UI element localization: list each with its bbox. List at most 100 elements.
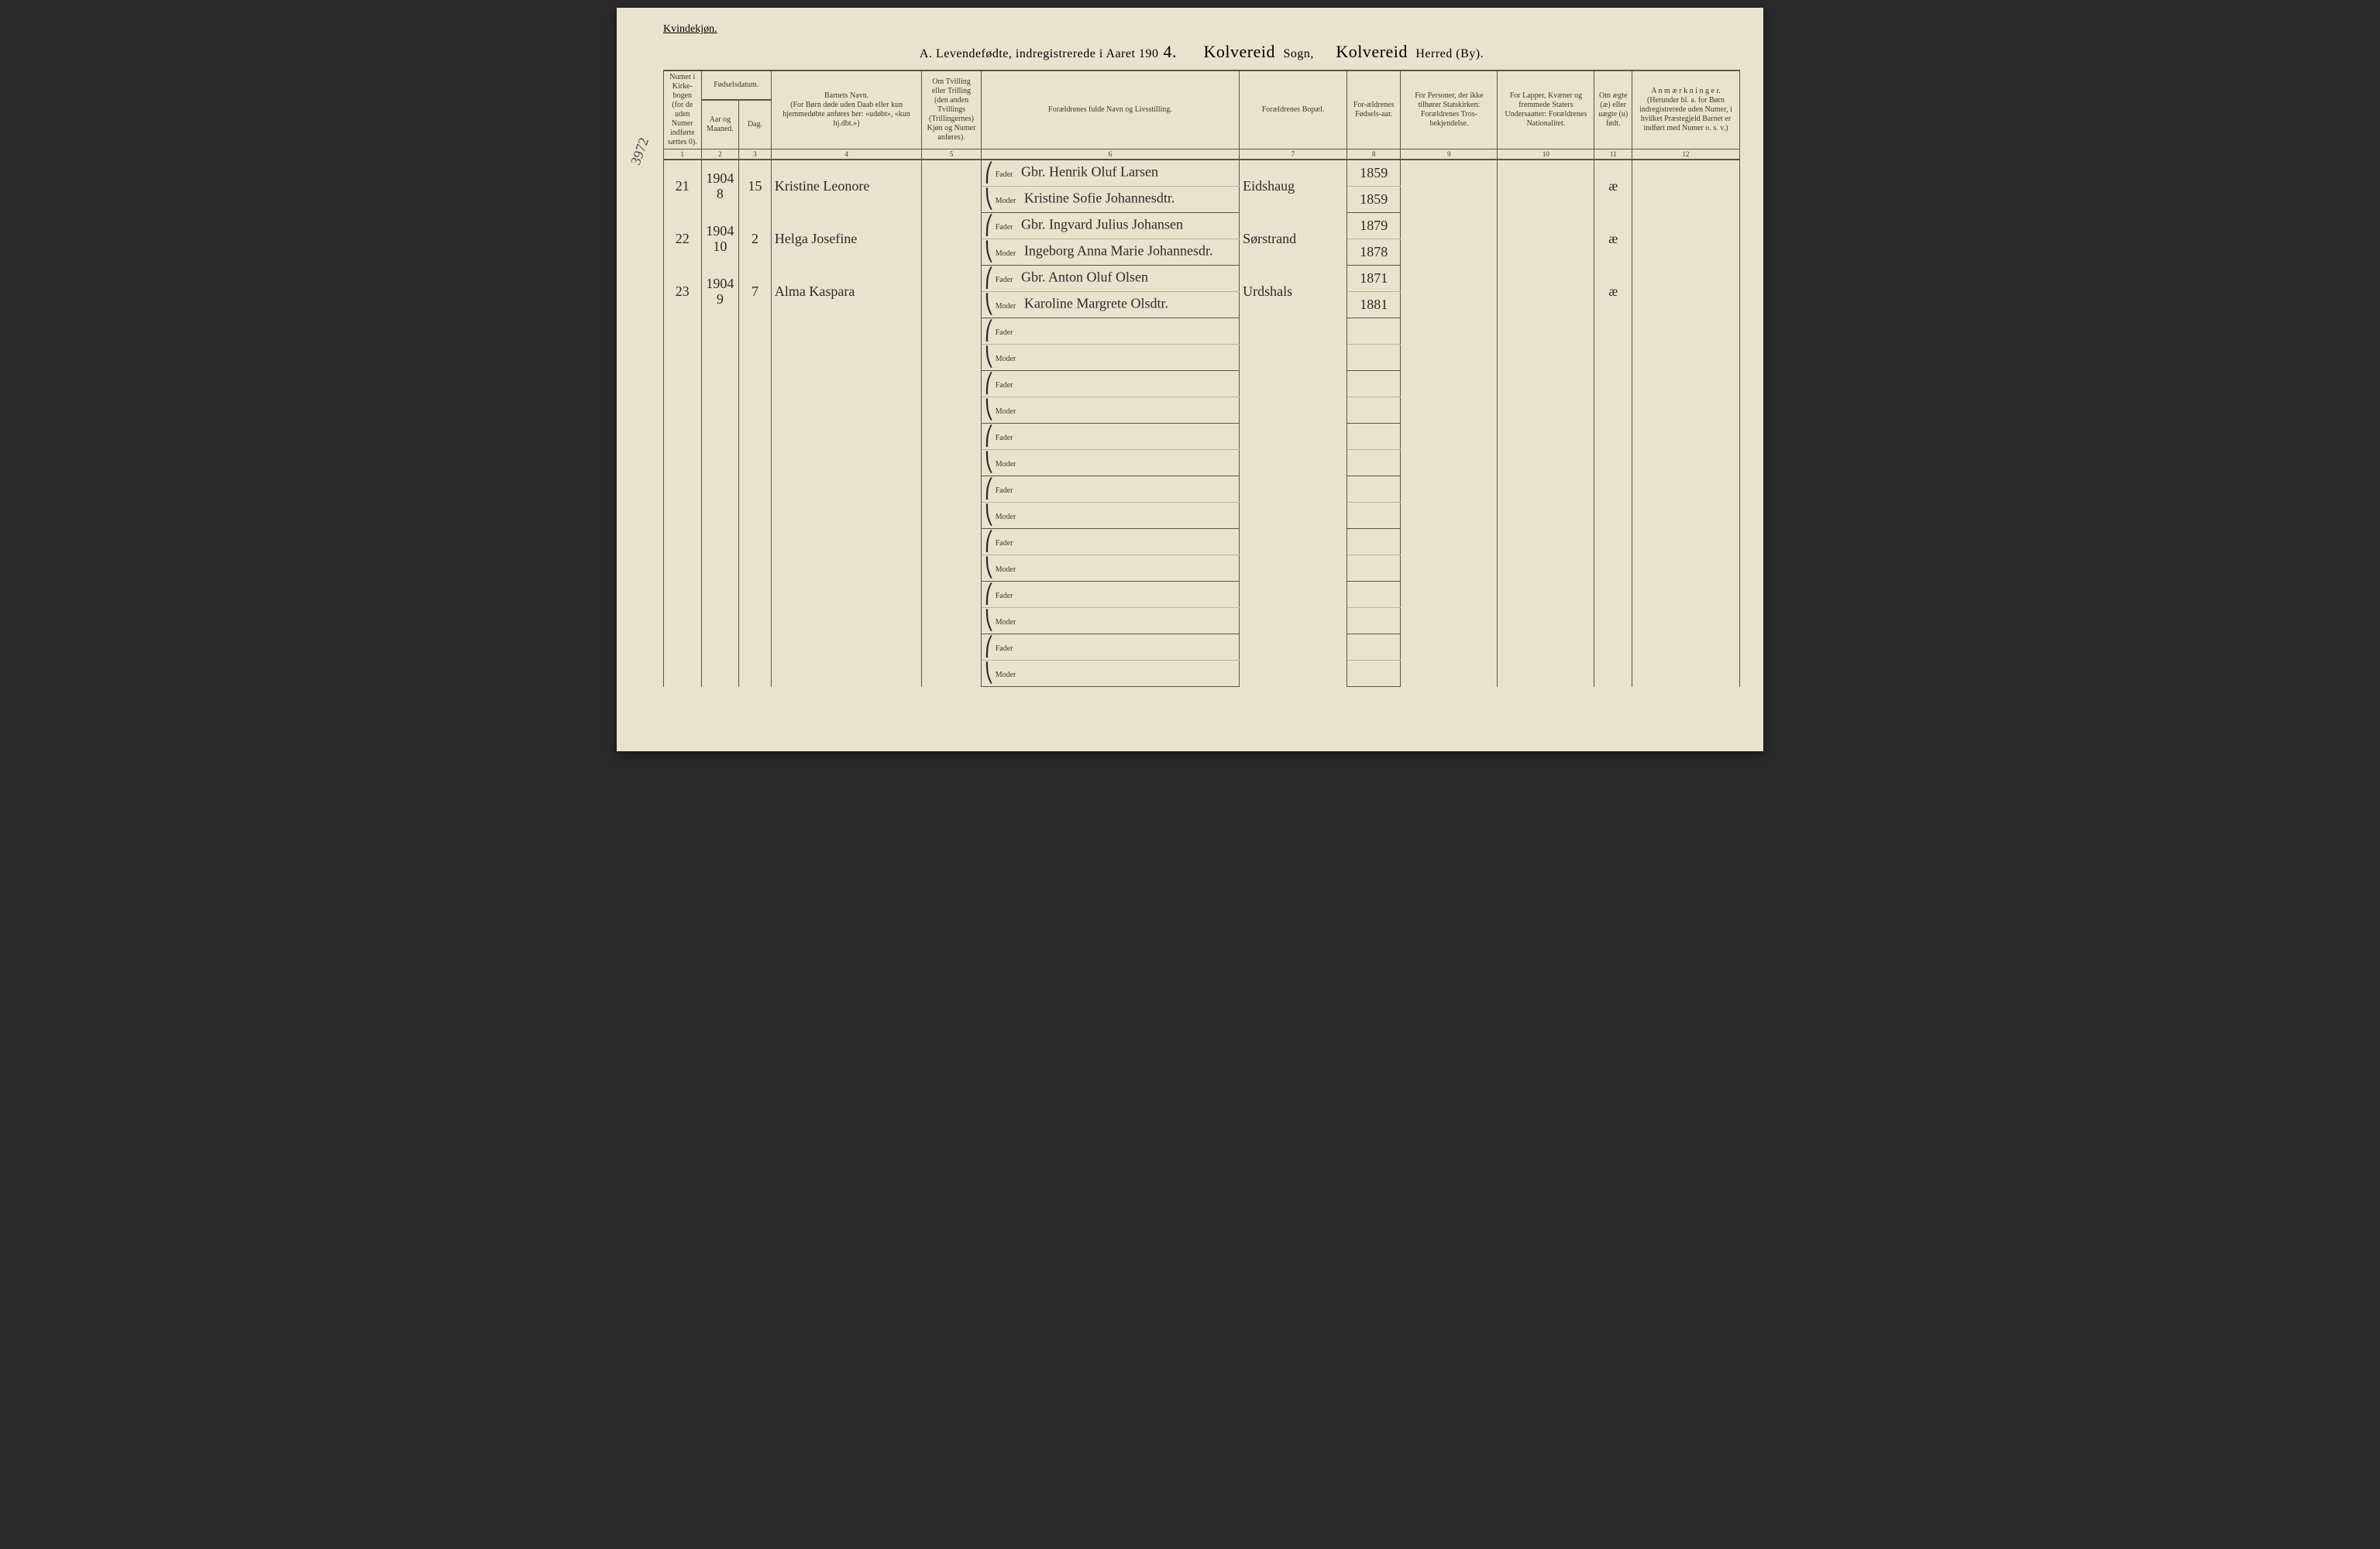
table-body: 211904 815Kristine Leonore⎛Fader Gbr. He… — [664, 160, 1740, 687]
entry-faith — [1401, 634, 1498, 687]
entry-mother: ⎝Moder Kristine Sofie Johannesdtr. — [981, 187, 1239, 213]
table-row: ⎛Fader — [664, 529, 1740, 555]
entry-father: ⎛Fader — [981, 529, 1239, 555]
entry-day — [739, 476, 772, 529]
entry-twin — [922, 582, 981, 634]
entry-child-name: Alma Kaspara — [771, 266, 921, 318]
entry-legitimacy — [1594, 582, 1632, 634]
page-title: A. Levendefødte, indregistrerede i Aaret… — [663, 42, 1740, 62]
entry-residence: Urdshals — [1240, 266, 1347, 318]
entry-mother: ⎝Moder — [981, 661, 1239, 687]
entry-mother: ⎝Moder — [981, 608, 1239, 634]
entry-nationality — [1498, 318, 1594, 371]
entry-day — [739, 529, 772, 582]
column-number: 1 — [664, 149, 702, 160]
entry-mother-year: 1881 — [1346, 292, 1400, 318]
table-row: ⎛Fader — [664, 582, 1740, 608]
entry-mother-year: 1878 — [1346, 239, 1400, 266]
entry-remarks — [1632, 160, 1740, 213]
entry-child-name — [771, 424, 921, 476]
entry-father: ⎛Fader — [981, 476, 1239, 503]
entry-mother: ⎝Moder Ingeborg Anna Marie Johannesdr. — [981, 239, 1239, 266]
entry-child-name: Kristine Leonore — [771, 160, 921, 213]
entry-number: 22 — [664, 213, 702, 266]
entry-year-month — [701, 582, 739, 634]
entry-mother-year — [1346, 450, 1400, 476]
register-table: Numer i Kirke-bogen (for de uden Numer i… — [663, 70, 1740, 687]
entry-nationality — [1498, 582, 1594, 634]
entry-mother-year — [1346, 345, 1400, 371]
margin-pencil-note: 3972 — [628, 136, 652, 167]
entry-year-month: 1904 10 — [701, 213, 739, 266]
column-number: 12 — [1632, 149, 1740, 160]
entry-faith — [1401, 160, 1498, 213]
col-header-parents: Forældrenes fulde Navn og Livsstilling. — [981, 70, 1239, 149]
entry-number — [664, 424, 702, 476]
col-header-day: Dag. — [739, 100, 772, 149]
entry-number: 23 — [664, 266, 702, 318]
entry-mother: ⎝Moder — [981, 503, 1239, 529]
column-number: 2 — [701, 149, 739, 160]
entry-faith — [1401, 318, 1498, 371]
entry-day — [739, 424, 772, 476]
entry-faith — [1401, 371, 1498, 424]
table-row: ⎛Fader — [664, 634, 1740, 661]
entry-father-year — [1346, 371, 1400, 397]
col-header-remarks: A n m æ r k n i n g e r. (Herunder bl. a… — [1632, 70, 1740, 149]
entry-father-year — [1346, 424, 1400, 450]
sogn-label: Sogn, — [1283, 47, 1313, 60]
entry-father-year — [1346, 318, 1400, 345]
gender-heading: Kvindekjøn. — [663, 23, 1740, 36]
entry-day: 15 — [739, 160, 772, 213]
col-header-twin: Om Tvilling eller Trilling (den anden Tv… — [922, 70, 981, 149]
entry-mother-year — [1346, 608, 1400, 634]
entry-mother-year: 1859 — [1346, 187, 1400, 213]
entry-father-year: 1871 — [1346, 266, 1400, 292]
entry-twin — [922, 160, 981, 213]
col-header-residence: Forældrenes Bopæl. — [1240, 70, 1347, 149]
table-row: ⎛Fader — [664, 476, 1740, 503]
entry-father: ⎛Fader Gbr. Henrik Oluf Larsen — [981, 160, 1239, 187]
entry-legitimacy: æ — [1594, 160, 1632, 213]
entry-nationality — [1498, 213, 1594, 266]
column-number: 7 — [1240, 149, 1347, 160]
entry-faith — [1401, 266, 1498, 318]
entry-faith — [1401, 582, 1498, 634]
entry-twin — [922, 424, 981, 476]
entry-day — [739, 318, 772, 371]
entry-number — [664, 476, 702, 529]
herred-label: Herred (By). — [1415, 47, 1484, 60]
column-number: 3 — [739, 149, 772, 160]
col-header-birthdate: Fødselsdatum. — [701, 70, 771, 100]
entry-father: ⎛Fader Gbr. Ingvard Julius Johansen — [981, 213, 1239, 239]
entry-twin — [922, 371, 981, 424]
title-prefix: A. Levendefødte, indregistrerede i Aaret… — [920, 47, 1159, 60]
entry-year-month — [701, 371, 739, 424]
entry-mother: ⎝Moder — [981, 397, 1239, 424]
entry-residence — [1240, 582, 1347, 634]
entry-remarks — [1632, 529, 1740, 582]
register-page: 3972 Kvindekjøn. A. Levendefødte, indreg… — [617, 8, 1763, 751]
entry-twin — [922, 476, 981, 529]
entry-remarks — [1632, 424, 1740, 476]
entry-nationality — [1498, 371, 1594, 424]
herred-value: Kolvereid — [1331, 42, 1412, 61]
entry-number — [664, 529, 702, 582]
entry-twin — [922, 634, 981, 687]
col-header-childname: Barnets Navn. (For Børn døde uden Daab e… — [771, 70, 921, 149]
entry-legitimacy — [1594, 318, 1632, 371]
entry-year-month — [701, 634, 739, 687]
entry-residence — [1240, 634, 1347, 687]
table-row: ⎛Fader — [664, 371, 1740, 397]
entry-mother: ⎝Moder — [981, 345, 1239, 371]
entry-father-year — [1346, 582, 1400, 608]
entry-twin — [922, 529, 981, 582]
entry-year-month: 1904 8 — [701, 160, 739, 213]
col-header-faith: For Personer, der ikke tilhører Statskir… — [1401, 70, 1498, 149]
column-number: 6 — [981, 149, 1239, 160]
entry-child-name — [771, 634, 921, 687]
entry-faith — [1401, 476, 1498, 529]
entry-mother: ⎝Moder — [981, 450, 1239, 476]
entry-nationality — [1498, 634, 1594, 687]
entry-residence — [1240, 529, 1347, 582]
